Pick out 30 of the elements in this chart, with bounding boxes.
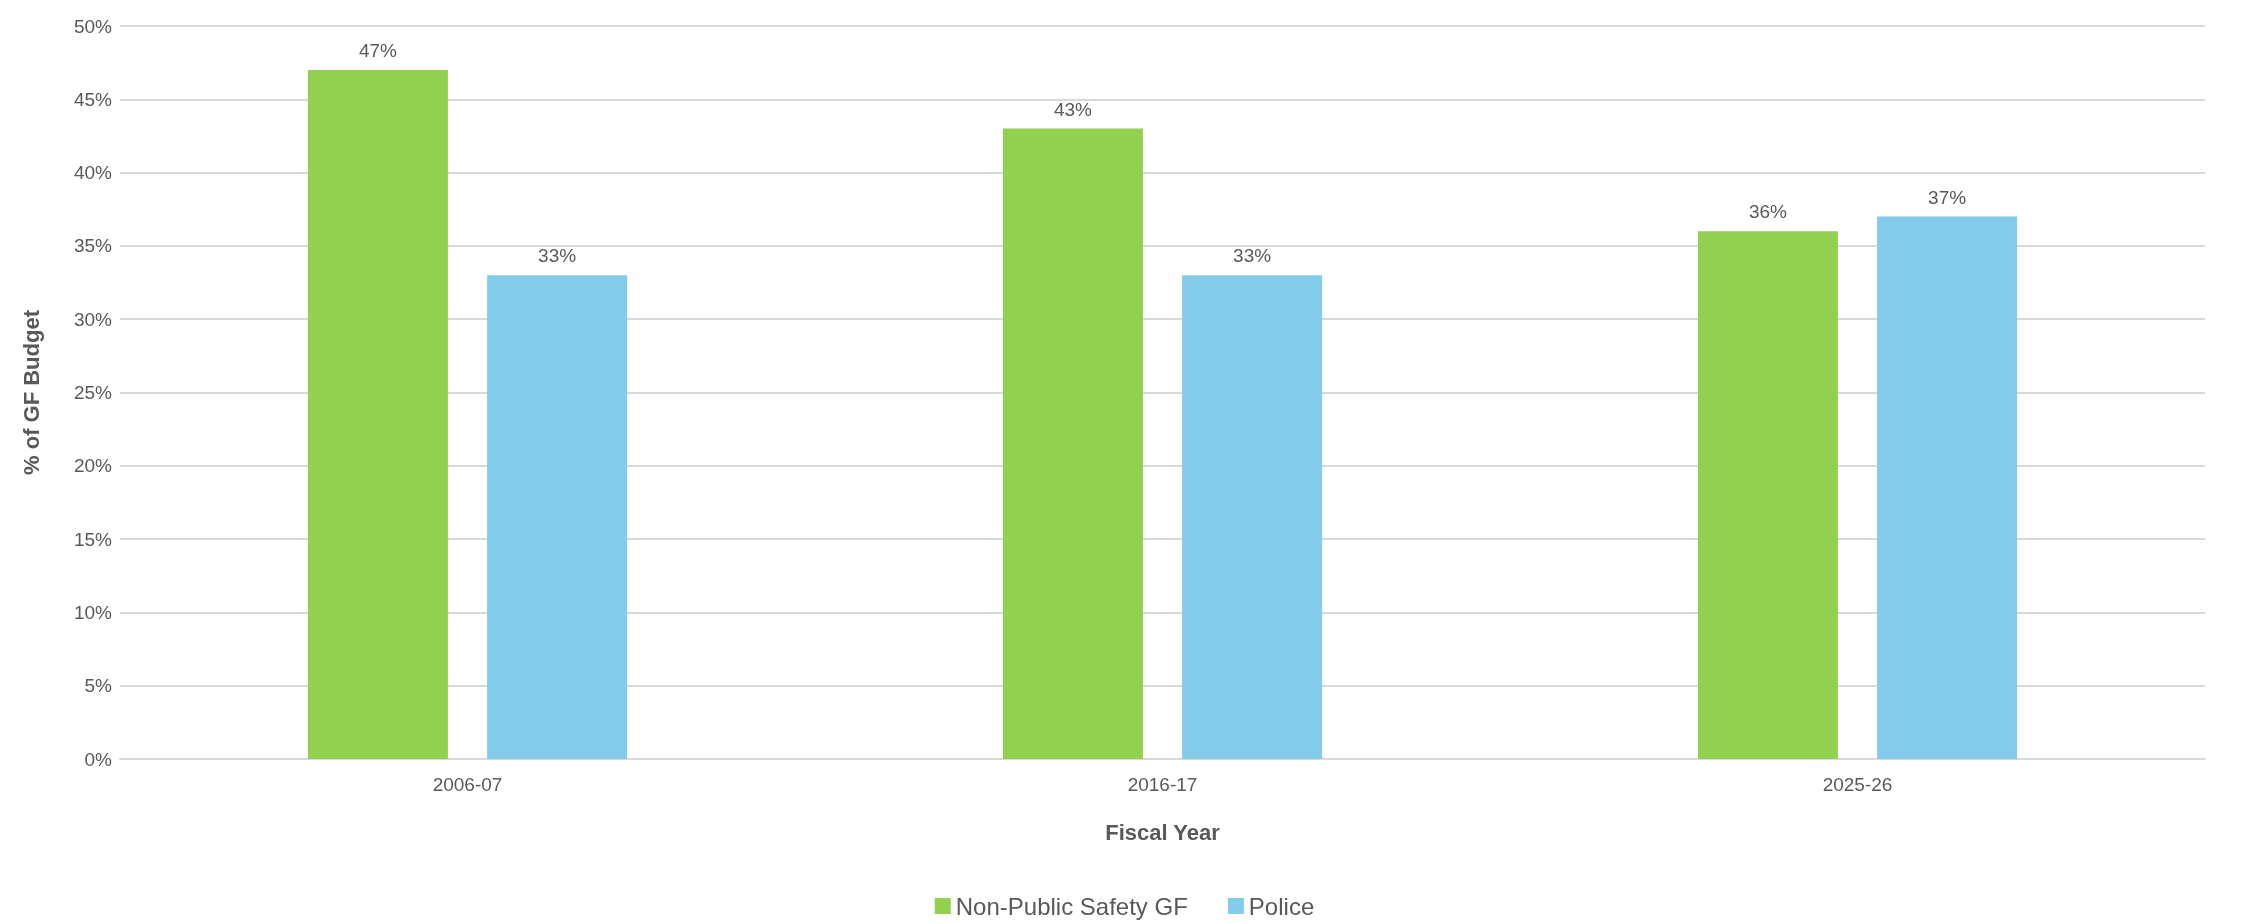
y-axis-title: % of GF Budget <box>18 309 44 475</box>
x-tick-label: 2006-07 <box>432 774 503 795</box>
y-tick-label: 25% <box>73 382 113 403</box>
legend-label: Non-Public Safety GF <box>955 892 1188 920</box>
data-label: 33% <box>538 245 577 267</box>
legend-label: Police <box>1248 892 1315 920</box>
x-tick-label: 2016-17 <box>1127 774 1198 795</box>
y-tick-label: 20% <box>73 455 113 477</box>
y-tick-label: 10% <box>73 601 113 623</box>
bar <box>1002 128 1143 759</box>
data-label: 37% <box>1928 186 1967 208</box>
data-label: 33% <box>1233 245 1272 267</box>
y-tick-label: 45% <box>73 88 113 110</box>
bar <box>487 275 628 759</box>
data-label: 43% <box>1053 98 1093 120</box>
y-tick-label: 50% <box>73 15 113 37</box>
x-tick-label: 2025-26 <box>1822 774 1893 795</box>
y-tick-label: 5% <box>84 675 113 697</box>
y-tick-label: 35% <box>73 235 113 257</box>
bar <box>1697 231 1838 759</box>
y-tick-label: 40% <box>73 162 113 184</box>
y-tick-label: 30% <box>73 308 113 330</box>
x-axis-title: Fiscal Year <box>1105 819 1221 845</box>
data-label: 47% <box>358 39 398 61</box>
y-tick-label: 0% <box>84 748 113 770</box>
bar <box>1182 275 1323 759</box>
data-label: 36% <box>1748 201 1788 223</box>
y-tick-label: 15% <box>73 528 113 550</box>
bar <box>1877 216 2018 759</box>
bar <box>307 69 448 759</box>
